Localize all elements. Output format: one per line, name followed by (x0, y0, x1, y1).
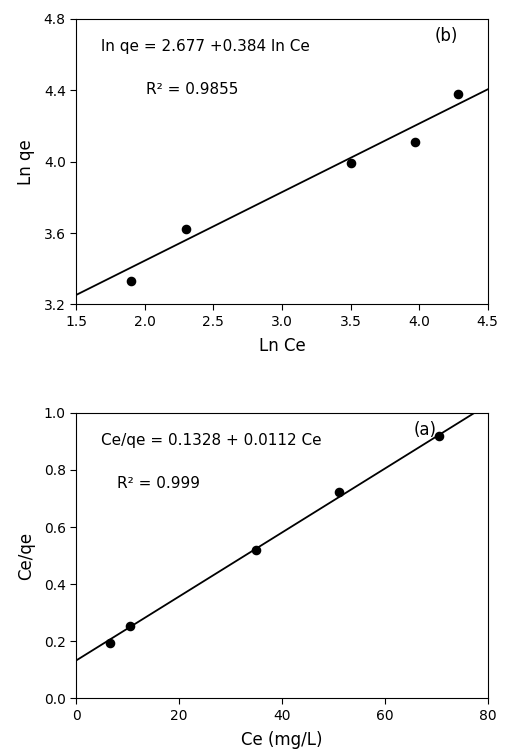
Point (435, 430, 443, 442)
Text: ln qe = 2.677 +0.384 ln Ce: ln qe = 2.677 +0.384 ln Ce (101, 39, 310, 54)
Point (182, 223, 190, 236)
Y-axis label: Ln qe: Ln qe (17, 139, 36, 184)
Y-axis label: Ce/qe: Ce/qe (17, 532, 36, 580)
Text: Ce/qe = 0.1328 + 0.0112 Ce: Ce/qe = 0.1328 + 0.0112 Ce (101, 433, 322, 448)
Point (334, 485, 342, 498)
X-axis label: Ln Ce: Ln Ce (259, 337, 305, 355)
Point (127, 275, 135, 287)
Point (346, 157, 355, 169)
Text: R² = 0.9855: R² = 0.9855 (146, 82, 239, 97)
Point (126, 620, 134, 632)
Text: R² = 0.999: R² = 0.999 (117, 476, 200, 491)
Text: (b): (b) (434, 27, 458, 45)
Text: (a): (a) (414, 421, 436, 439)
Point (411, 136, 419, 148)
X-axis label: Ce (mg/L): Ce (mg/L) (241, 731, 323, 749)
Point (106, 637, 114, 649)
Point (454, 88, 462, 100)
Point (252, 544, 260, 556)
